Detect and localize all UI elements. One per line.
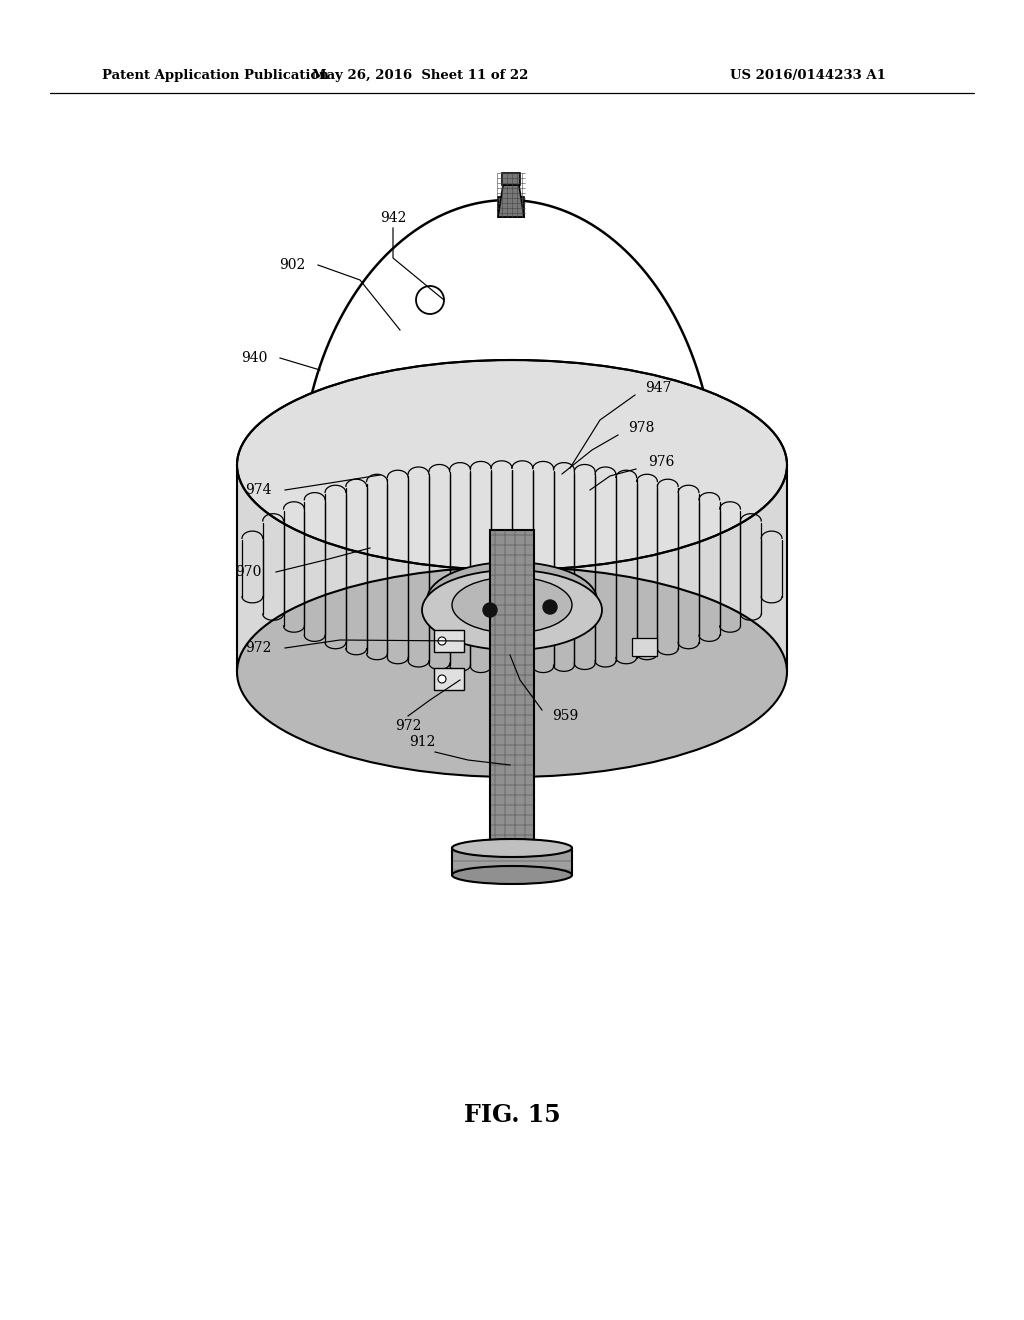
Ellipse shape	[422, 570, 602, 649]
Circle shape	[438, 675, 446, 682]
Text: 976: 976	[648, 455, 675, 469]
Circle shape	[543, 601, 557, 614]
Polygon shape	[452, 847, 572, 875]
Text: 959: 959	[552, 709, 579, 723]
Circle shape	[416, 286, 444, 314]
Ellipse shape	[452, 840, 572, 857]
Polygon shape	[632, 638, 657, 656]
Text: US 2016/0144233 A1: US 2016/0144233 A1	[730, 69, 886, 82]
Ellipse shape	[237, 360, 787, 570]
Polygon shape	[300, 201, 716, 490]
Text: 947: 947	[645, 381, 672, 395]
Text: 972: 972	[395, 719, 421, 733]
Ellipse shape	[237, 360, 787, 570]
Ellipse shape	[452, 577, 572, 634]
Text: 978: 978	[628, 421, 654, 436]
Polygon shape	[237, 465, 787, 672]
Ellipse shape	[452, 866, 572, 884]
Text: 974: 974	[246, 483, 272, 498]
Text: 942: 942	[380, 211, 407, 224]
Text: FIG. 15: FIG. 15	[464, 1104, 560, 1127]
Text: 970: 970	[236, 565, 262, 579]
Polygon shape	[498, 185, 524, 216]
Polygon shape	[434, 630, 464, 652]
Circle shape	[483, 603, 497, 616]
Polygon shape	[490, 531, 534, 847]
Text: 902: 902	[279, 257, 305, 272]
Ellipse shape	[237, 568, 787, 777]
Ellipse shape	[427, 562, 597, 638]
Polygon shape	[434, 668, 464, 690]
Polygon shape	[502, 173, 520, 185]
Polygon shape	[498, 197, 524, 216]
Circle shape	[438, 638, 446, 645]
Text: 940: 940	[242, 351, 268, 366]
Text: 912: 912	[409, 735, 435, 748]
Text: 972: 972	[246, 642, 272, 655]
Text: Patent Application Publication: Patent Application Publication	[102, 69, 329, 82]
Text: May 26, 2016  Sheet 11 of 22: May 26, 2016 Sheet 11 of 22	[312, 69, 528, 82]
